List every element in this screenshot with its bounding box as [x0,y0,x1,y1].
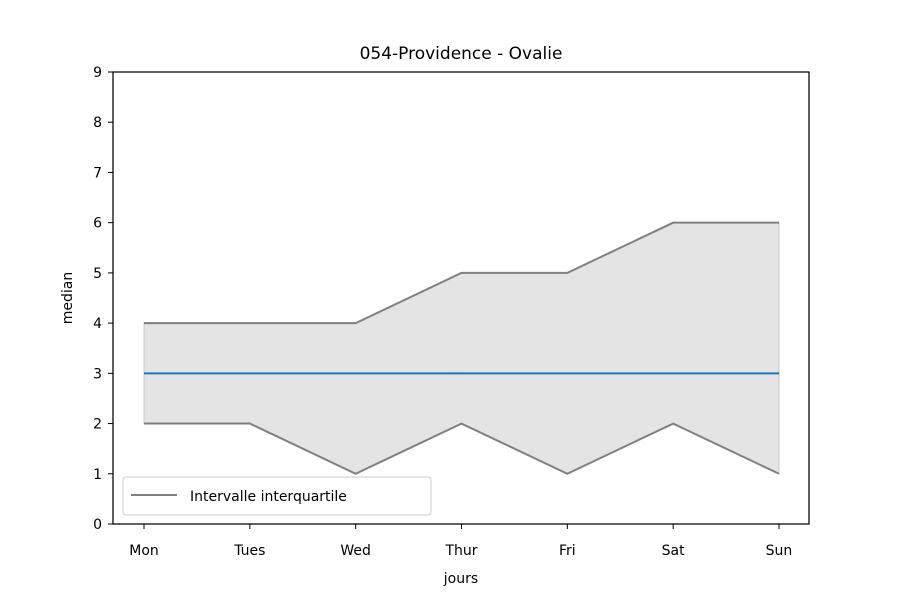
x-axis-label: jours [443,571,478,587]
y-axis-label: median [60,272,76,324]
legend: Intervalle interquartile [122,476,432,516]
x-tick-label: Wed [340,543,371,559]
x-axis: Mon Tues Wed Thur Fri Sat Sun [129,524,792,559]
y-tick-label: 9 [93,65,102,81]
y-tick-label: 4 [93,316,102,332]
lower-quartile-line [144,422,780,475]
x-tick-label: Sun [766,543,793,559]
y-tick-label: 1 [93,467,102,483]
y-tick-label: 8 [93,115,102,131]
x-tick-label: Fri [559,543,576,559]
x-tick-label: Sat [662,543,685,559]
y-tick-label: 5 [93,266,102,282]
y-tick-label: 7 [93,165,102,181]
x-tick-label: Mon [129,543,159,559]
legend-box [122,476,432,516]
y-axis: 0 1 2 3 4 5 6 7 8 9 [93,65,113,533]
series-layer [143,221,780,475]
x-tick-label: Thur [444,543,477,559]
y-tick-label: 0 [93,517,102,533]
y-tick-label: 3 [93,366,102,382]
legend-label: Intervalle interquartile [190,489,347,505]
x-tick-label: Tues [233,543,265,559]
y-tick-label: 6 [93,216,102,232]
iqr-band [143,222,780,475]
chart-title: 054-Providence - Ovalie [360,44,563,64]
y-tick-label: 2 [93,417,102,433]
iqr-band-layer [143,222,780,475]
